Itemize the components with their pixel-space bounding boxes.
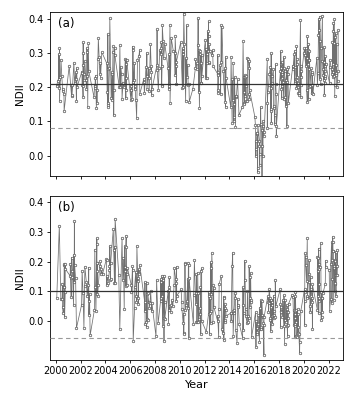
Y-axis label: NDII: NDII [15, 267, 25, 289]
Text: (b): (b) [58, 201, 75, 214]
X-axis label: Year: Year [185, 380, 208, 390]
Text: (a): (a) [58, 17, 75, 30]
Y-axis label: NDII: NDII [15, 83, 25, 105]
